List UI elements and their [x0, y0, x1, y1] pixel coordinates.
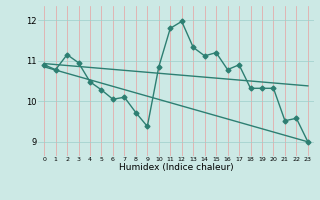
X-axis label: Humidex (Indice chaleur): Humidex (Indice chaleur) — [119, 163, 233, 172]
